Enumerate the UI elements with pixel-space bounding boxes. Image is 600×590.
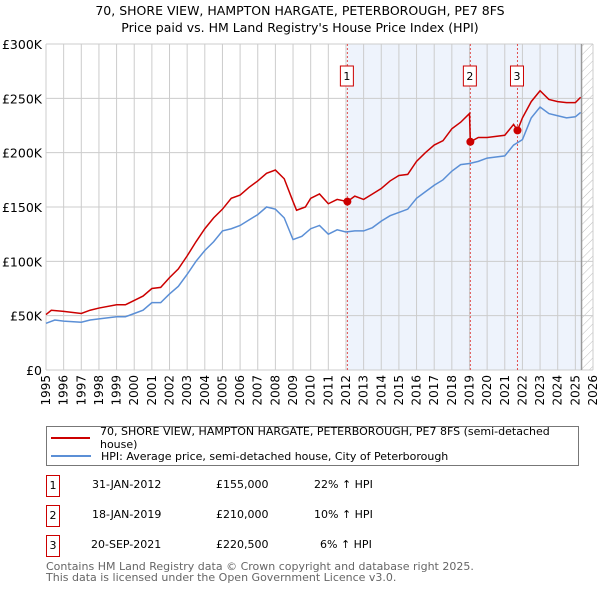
x-tick-label: 2021 — [498, 375, 512, 406]
x-tick-label: 2009 — [286, 375, 300, 406]
x-tick-label: 2019 — [462, 375, 476, 406]
legend-item-hpi: HPI: Average price, semi-detached house,… — [51, 448, 448, 464]
legend: 70, SHORE VIEW, HAMPTON HARGATE, PETERBO… — [46, 425, 579, 466]
sale-point — [466, 137, 475, 146]
x-tick-label: 2022 — [515, 375, 529, 406]
y-tick-label: £200K — [2, 146, 43, 161]
x-tick-label: 2008 — [268, 375, 282, 406]
transaction-hpi: 10% ↑ HPI — [314, 508, 373, 521]
transaction-price: £210,000 — [216, 508, 269, 521]
transaction-row: 1 31-JAN-2012 £155,000 22% ↑ HPI — [46, 475, 546, 497]
x-tick-label: 1998 — [92, 375, 106, 406]
sale-point — [343, 197, 352, 206]
transaction-badge: 1 — [46, 475, 60, 497]
x-tick-label: 2013 — [357, 375, 371, 406]
x-tick-label: 1995 — [39, 375, 53, 406]
x-tick-label: 2003 — [180, 375, 194, 406]
x-tick-label: 2024 — [551, 375, 565, 406]
x-tick-label: 2017 — [427, 375, 441, 406]
x-tick-label: 2018 — [445, 375, 459, 406]
transaction-date: 20-SEP-2021 — [91, 538, 162, 551]
y-tick-label: £300K — [2, 37, 43, 52]
hpi-line — [45, 105, 582, 324]
x-tick-label: 2020 — [480, 375, 494, 406]
x-tick-label: 2004 — [198, 375, 212, 406]
chart-subtitle: Price paid vs. HM Land Registry's House … — [121, 20, 479, 35]
legend-swatch — [51, 437, 90, 439]
x-tick-label: 1997 — [74, 375, 88, 406]
x-tick-label: 1999 — [110, 375, 124, 406]
legend-swatch — [51, 455, 91, 457]
x-tick-label: 2005 — [215, 375, 229, 406]
x-tick-label: 2014 — [374, 375, 388, 406]
y-tick-label: £0 — [26, 363, 42, 378]
footer-copyright: Contains HM Land Registry data © Crown c… — [46, 560, 474, 573]
y-tick-label: £100K — [2, 254, 43, 269]
property-price-line — [45, 89, 582, 316]
x-tick-label: 2011 — [321, 375, 335, 406]
sale-point — [513, 126, 522, 135]
transaction-badge: 2 — [46, 505, 60, 527]
chart-title: 70, SHORE VIEW, HAMPTON HARGATE, PETERBO… — [95, 3, 505, 18]
sale-marker-badge — [462, 65, 477, 87]
y-tick-label: £150K — [2, 200, 43, 215]
transaction-date: 18-JAN-2019 — [92, 508, 162, 521]
transaction-hpi: 6% ↑ HPI — [320, 538, 372, 551]
sale-marker-badge — [339, 65, 354, 87]
y-tick-label: £250K — [2, 91, 43, 106]
x-tick-label: 1996 — [57, 375, 71, 406]
x-tick-label: 2007 — [251, 375, 265, 406]
x-tick-label: 2012 — [339, 375, 353, 406]
sale-marker-label: 2 — [466, 70, 473, 83]
x-tick-label: 2002 — [163, 375, 177, 406]
x-tick-label: 2010 — [304, 375, 318, 406]
x-tick-label: 2023 — [533, 375, 547, 406]
x-tick-label: 2025 — [568, 375, 582, 406]
transaction-badge: 3 — [46, 535, 60, 557]
sale-marker-badge — [509, 65, 524, 87]
footer-licence: This data is licensed under the Open Gov… — [46, 571, 397, 584]
x-tick-label: 2015 — [392, 375, 406, 406]
x-tick-label: 2006 — [233, 375, 247, 406]
transaction-price: £155,000 — [216, 478, 269, 491]
sale-marker-label: 3 — [513, 70, 520, 83]
x-tick-label: 2026 — [586, 375, 600, 406]
transaction-date: 31-JAN-2012 — [92, 478, 162, 491]
transaction-price: £220,500 — [216, 538, 269, 551]
price-chart: 1995 1996 1997 1998 1999 2000 2001 2002 2003 2004… — [2, 37, 600, 406]
legend-item-property: 70, SHORE VIEW, HAMPTON HARGATE, PETERBO… — [51, 425, 578, 451]
legend-label: 70, SHORE VIEW, HAMPTON HARGATE, PETERBO… — [99, 425, 550, 451]
legend-label: HPI: Average price, semi-detached house,… — [101, 449, 449, 463]
transaction-row: 2 18-JAN-2019 £210,000 10% ↑ HPI — [46, 505, 546, 527]
x-tick-label: 2000 — [127, 375, 141, 406]
sale-marker-label: 1 — [343, 70, 350, 83]
y-tick-label: £50K — [10, 309, 43, 324]
x-tick-label: 2001 — [145, 375, 159, 406]
transaction-hpi: 22% ↑ HPI — [314, 478, 373, 491]
x-tick-label: 2016 — [410, 375, 424, 406]
transaction-row: 3 20-SEP-2021 £220,500 6% ↑ HPI — [46, 535, 546, 557]
